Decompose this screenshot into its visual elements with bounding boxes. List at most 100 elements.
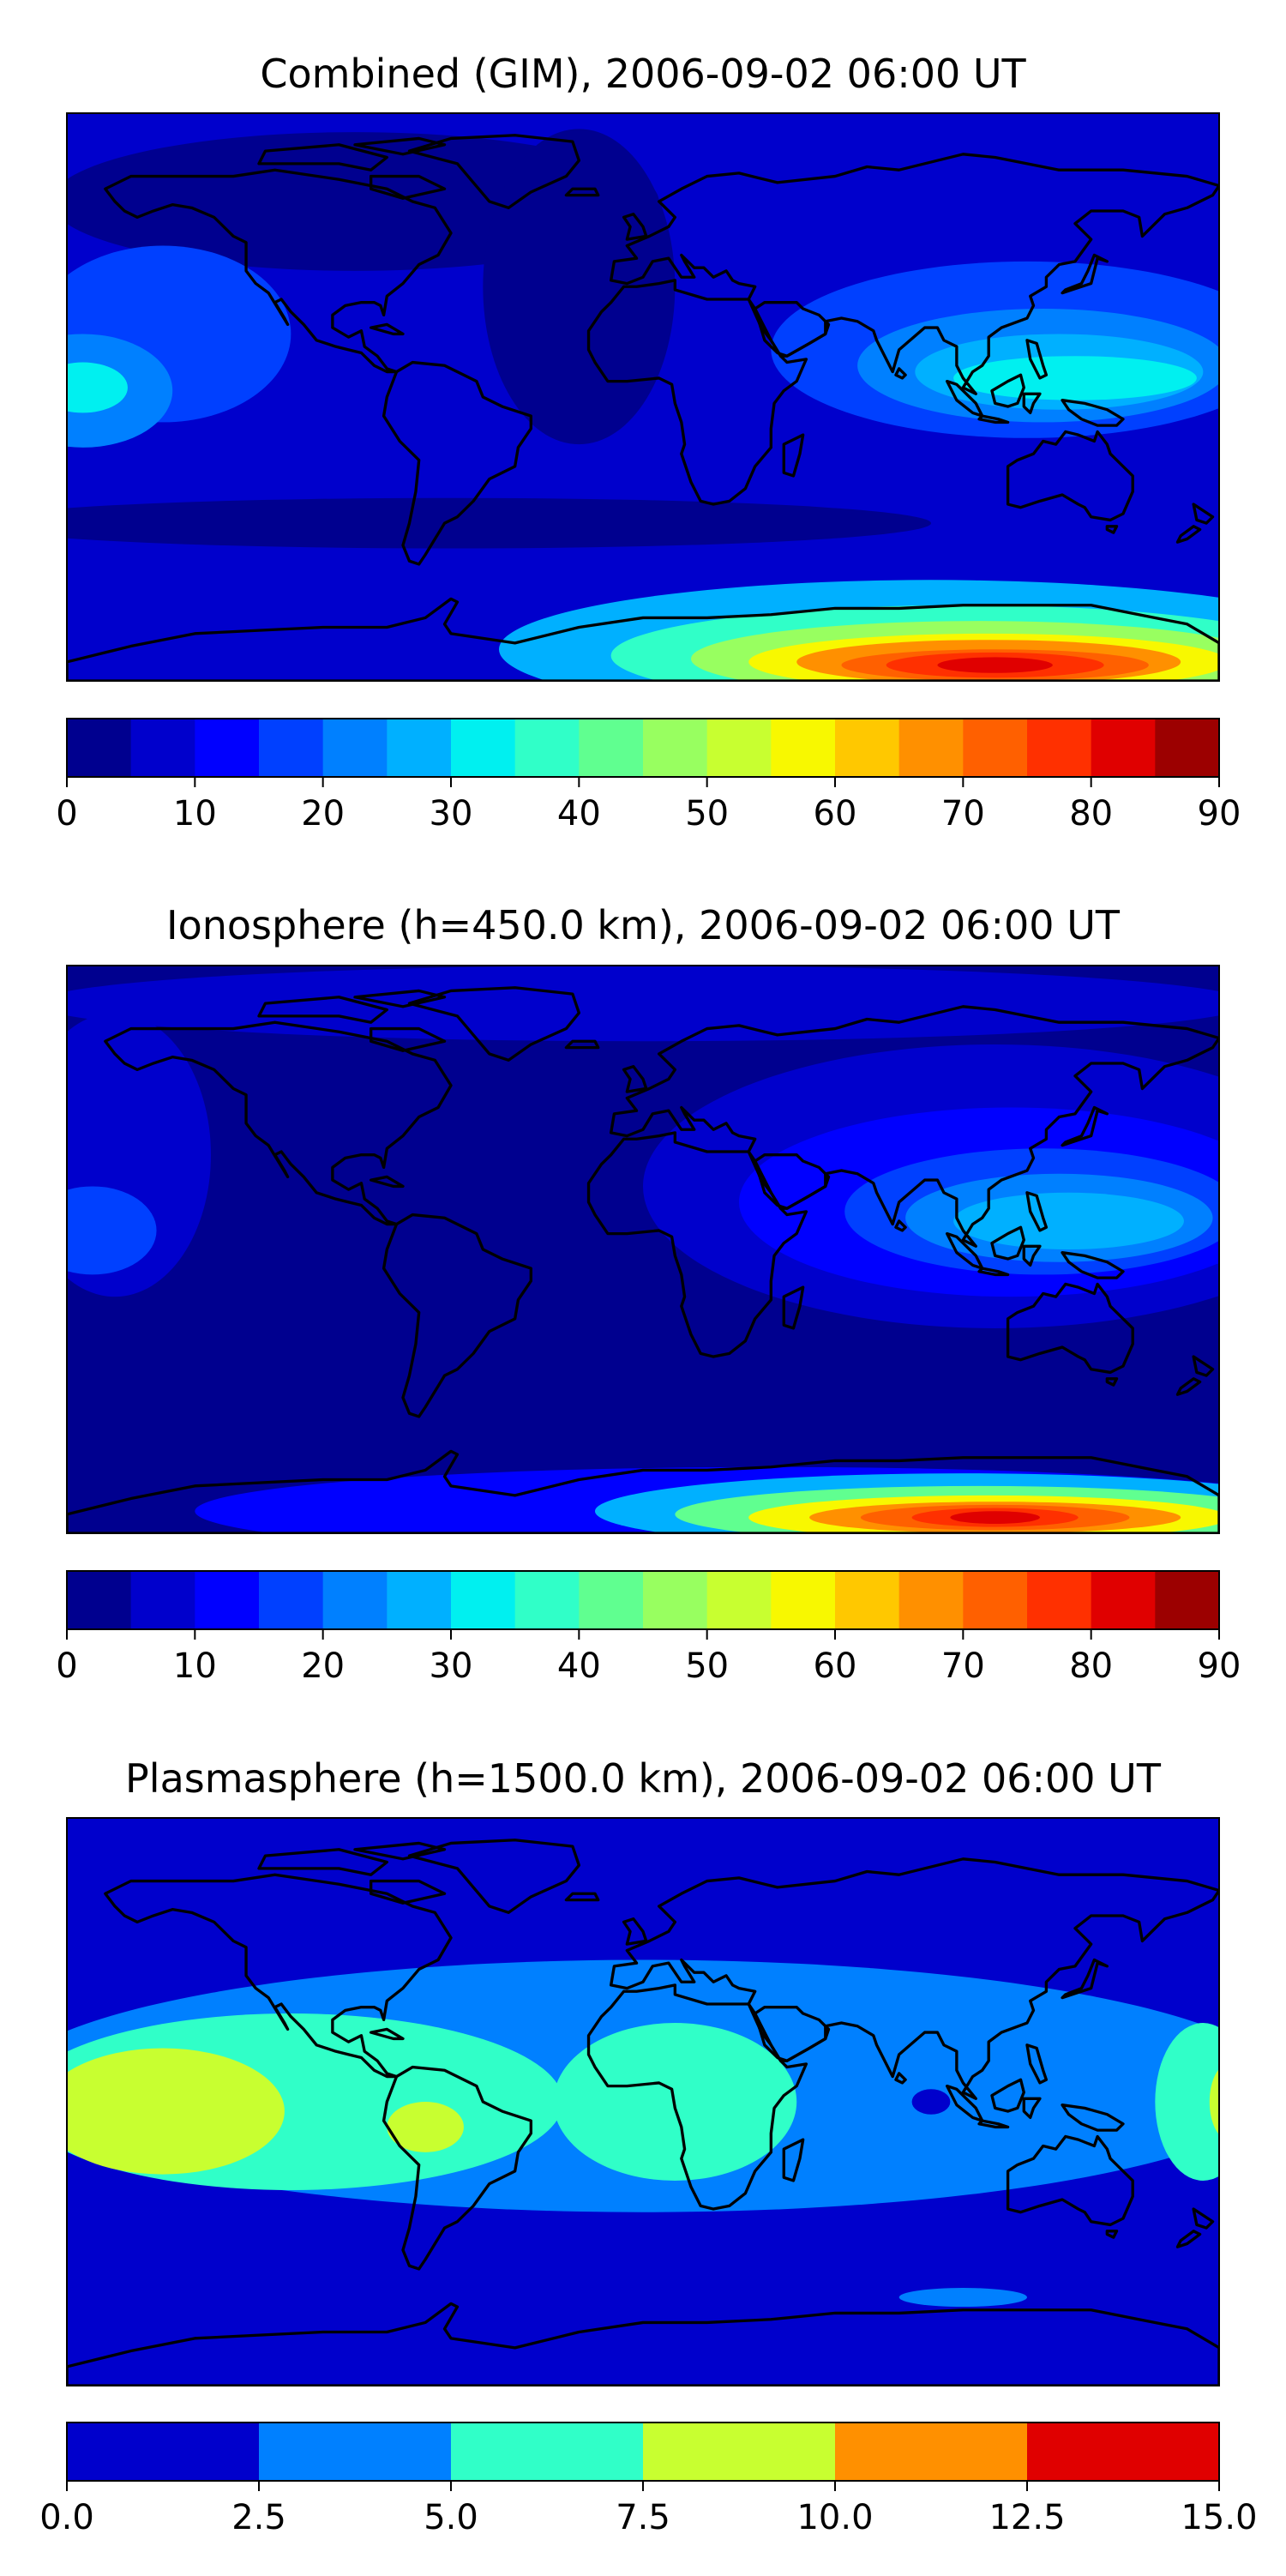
- contour-region: [950, 1511, 1040, 1524]
- colorbar-segment: [835, 1571, 900, 1629]
- colorbar-segment: [1155, 719, 1220, 777]
- tec-map: [66, 1817, 1220, 2386]
- colorbar-segment: [67, 2423, 260, 2481]
- colorbar-tick-label: 30: [430, 794, 473, 834]
- colorbar-tick-label: 15.0: [1181, 2498, 1257, 2537]
- colorbar-tick-label: 10: [173, 1646, 217, 1686]
- colorbar-tick-label: 0.0: [39, 2498, 94, 2537]
- contour-region: [67, 966, 1219, 1042]
- colorbar-tick-label: 20: [301, 794, 345, 834]
- colorbar-segment: [643, 719, 708, 777]
- tec-map: [66, 112, 1220, 682]
- colorbar-tick-label: 90: [1198, 1646, 1241, 1686]
- colorbar-tick-label: 2.5: [231, 2498, 286, 2537]
- colorbar-segment: [643, 2423, 836, 2481]
- colorbar-tick-label: 70: [941, 1646, 985, 1686]
- colorbar-segment: [771, 719, 836, 777]
- panel-plasmasphere: Plasmasphere (h=1500.0 km), 2006-09-02 0…: [39, 1755, 1258, 2537]
- colorbar-segment: [451, 719, 516, 777]
- colorbar-segment: [67, 719, 132, 777]
- colorbar-tick-label: 40: [557, 1646, 601, 1686]
- colorbar-tick-label: 30: [430, 1646, 473, 1686]
- colorbar-tick-label: 40: [557, 794, 601, 834]
- colorbar-segment: [898, 719, 964, 777]
- colorbar-tick-label: 10.0: [796, 2498, 873, 2537]
- map-frame: [66, 965, 1220, 1534]
- colorbar-tick-label: 60: [814, 794, 857, 834]
- contour-region: [1155, 2023, 1219, 2181]
- colorbar-tick-label: 5.0: [424, 2498, 478, 2537]
- colorbar-segment: [835, 2423, 1028, 2481]
- colorbar-tick-label: 10: [173, 794, 217, 834]
- panel-title: Ionosphere (h=450.0 km), 2006-09-02 06:0…: [166, 902, 1121, 948]
- contour-region: [67, 1186, 157, 1275]
- colorbar-segment: [259, 2423, 452, 2481]
- contour-region: [911, 2089, 951, 2115]
- colorbar-segment: [706, 1571, 772, 1629]
- panel-title: Plasmasphere (h=1500.0 km), 2006-09-02 0…: [125, 1755, 1162, 1802]
- colorbar-tick-label: 0: [56, 794, 77, 834]
- colorbar-segment: [963, 1571, 1028, 1629]
- colorbar-segment: [579, 719, 644, 777]
- colorbar-segment: [1091, 719, 1156, 777]
- colorbar-tick-label: 12.5: [989, 2498, 1065, 2537]
- colorbar-segment: [514, 719, 580, 777]
- colorbar-segment: [195, 719, 260, 777]
- colorbar-segment: [771, 1571, 836, 1629]
- colorbar-frame: [66, 718, 1220, 778]
- colorbar-segment: [643, 1571, 708, 1629]
- colorbar-segment: [195, 1571, 260, 1629]
- colorbar-segment: [898, 1571, 964, 1629]
- colorbar-tick-label: 50: [685, 794, 729, 834]
- colorbar-segment: [514, 1571, 580, 1629]
- tec-map: [66, 965, 1220, 1534]
- colorbar-segment: [259, 1571, 324, 1629]
- colorbar-tick-label: 20: [301, 1646, 345, 1686]
- contour-region: [483, 129, 676, 445]
- colorbar: 0 10 20 30 40 50 60 70 80 90: [56, 1570, 1241, 1686]
- colorbar-segment: [130, 719, 195, 777]
- colorbar-tick-label: 60: [814, 1646, 857, 1686]
- contour-region: [898, 2287, 1028, 2308]
- colorbar-segment: [1091, 1571, 1156, 1629]
- contour-region: [953, 1192, 1184, 1249]
- contour-region: [387, 2102, 464, 2152]
- colorbar-segment: [1027, 1571, 1092, 1629]
- colorbar-tick-label: 70: [941, 794, 985, 834]
- colorbar-segment: [706, 719, 772, 777]
- colorbar-tick-label: 90: [1198, 794, 1241, 834]
- contour-region: [67, 362, 128, 413]
- colorbar-segment: [451, 1571, 516, 1629]
- contour-region: [67, 2048, 285, 2175]
- colorbar-segment: [130, 1571, 195, 1629]
- colorbar: 0.0 2.5 5.0 7.5 10.0 12.5 15.0: [39, 2422, 1258, 2537]
- colorbar-segment: [835, 719, 900, 777]
- panel-title: Combined (GIM), 2006-09-02 06:00 UT: [260, 51, 1026, 97]
- map-frame: [66, 112, 1220, 682]
- colorbar-segment: [387, 1571, 452, 1629]
- contour-region: [67, 497, 931, 549]
- colorbar-tick-label: 80: [1069, 794, 1113, 834]
- contour-region: [953, 356, 1197, 400]
- colorbar-segment: [322, 1571, 388, 1629]
- map-frame: [66, 1817, 1220, 2386]
- colorbar-segment: [1155, 1571, 1220, 1629]
- colorbar-segment: [963, 719, 1028, 777]
- colorbar-tick-label: 50: [685, 1646, 729, 1686]
- colorbar-segment: [67, 1571, 132, 1629]
- colorbar-tick-label: 0: [56, 1646, 77, 1686]
- colorbar-frame: [66, 1570, 1220, 1630]
- colorbar-segment: [579, 1571, 644, 1629]
- colorbar-segment: [387, 719, 452, 777]
- colorbar-segment: [1027, 2423, 1220, 2481]
- colorbar-tick-label: 7.5: [616, 2498, 670, 2537]
- contour-region: [937, 657, 1053, 673]
- panel-combined-gim: Combined (GIM), 2006-09-02 06:00 UT 0 10 2…: [56, 51, 1241, 834]
- colorbar-segment: [322, 719, 388, 777]
- colorbar-segment: [451, 2423, 644, 2481]
- colorbar-segment: [1027, 719, 1092, 777]
- colorbar: 0 10 20 30 40 50 60 70 80 90: [56, 718, 1241, 834]
- colorbar-tick-label: 80: [1069, 1646, 1113, 1686]
- colorbar-segment: [259, 719, 324, 777]
